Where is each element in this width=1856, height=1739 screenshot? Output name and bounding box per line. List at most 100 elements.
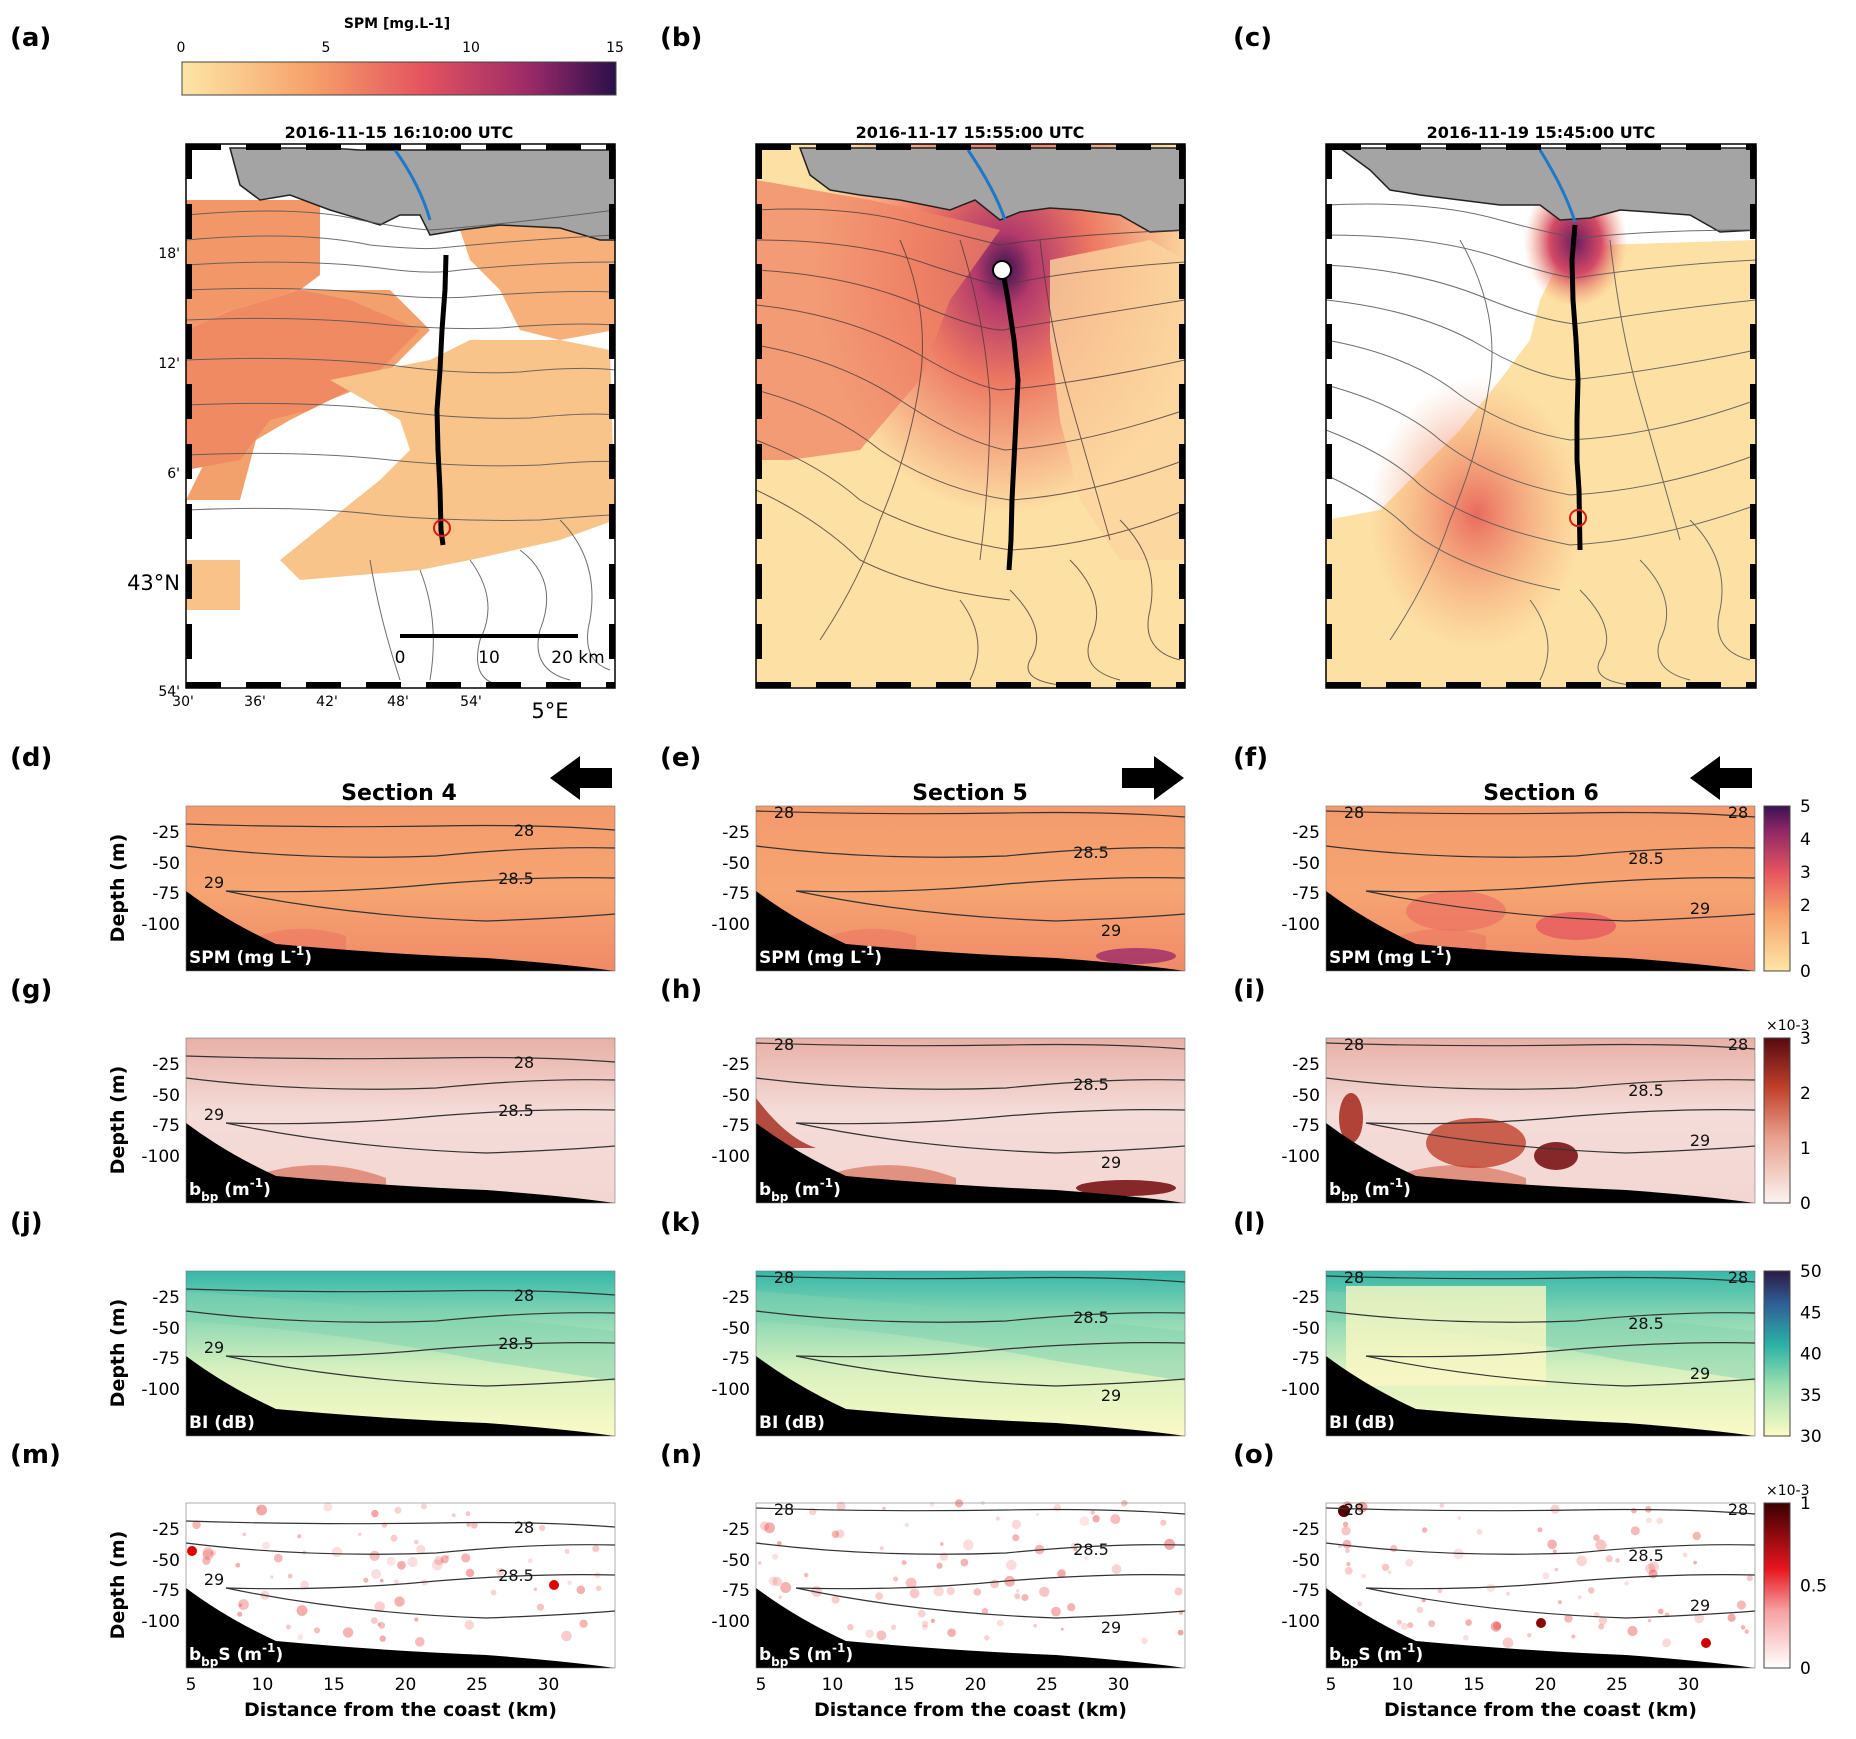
depth-tick: -100: [711, 915, 750, 935]
depth-tick: -50: [722, 854, 750, 874]
depth-axis-label: Depth (m): [107, 1066, 129, 1175]
depth-tick: -25: [722, 1520, 750, 1540]
x-tick: 10: [252, 1675, 274, 1695]
isopycnal-label: 29: [1690, 1131, 1710, 1150]
x-tick: 20: [965, 1675, 987, 1695]
depth-tick: -25: [1292, 1520, 1320, 1540]
depth-tick: -25: [152, 1055, 180, 1075]
isopycnals: [1325, 1507, 1756, 1619]
seafloor: [1326, 891, 1755, 971]
depth-tick: -100: [711, 1380, 750, 1400]
panel-label-a: (a): [10, 23, 51, 53]
isopycnal-label: 28.5: [1628, 849, 1664, 868]
spm-colorbar-tick: 0: [177, 40, 186, 56]
isopycnal-label: 29: [1101, 1618, 1121, 1637]
row-colorbar: [1763, 1502, 1791, 1669]
colorbar-exponent: ×10-3: [1766, 1483, 1810, 1499]
spm-colorbar-title: SPM [mg.L-1]: [344, 16, 450, 32]
colorbar-tick: 1: [1800, 929, 1811, 949]
isopycnals: [1325, 1042, 1756, 1154]
depth-tick: -50: [722, 1319, 750, 1339]
depth-tick: -100: [711, 1612, 750, 1632]
spm-colorbar-gradient: [181, 61, 617, 96]
variable-label: bbpS (m-1): [1329, 1641, 1423, 1669]
spm-colorbar: SPM [mg.L-1] 0 5 10 15: [177, 16, 624, 96]
row-colorbar: [1763, 1270, 1791, 1437]
lat-tick: 12': [158, 356, 180, 372]
colorbar-tick: 50: [1800, 1262, 1822, 1282]
isopycnal-label: 28.5: [498, 1566, 534, 1585]
depth-tick: -75: [152, 1349, 180, 1369]
row-colorbar: [1763, 805, 1791, 972]
colorbar-tick: 4: [1800, 830, 1811, 850]
panel-label: (o): [1233, 1440, 1275, 1470]
section-panel: bbp (m-1): [185, 1037, 616, 1204]
lat-tick: 18': [158, 246, 180, 262]
scale-bar-label: 0: [395, 648, 406, 668]
x-tick: 20: [395, 1675, 417, 1695]
scale-bar-label: 10: [478, 648, 500, 668]
section-panel: BI (dB): [755, 1270, 1186, 1437]
direction-arrow-right: [1122, 756, 1184, 800]
variable-label: SPM (mg L-1): [189, 944, 312, 968]
depth-tick: -100: [711, 1147, 750, 1167]
depth-tick: -75: [152, 1581, 180, 1601]
seafloor: [1326, 1123, 1755, 1203]
depth-tick: -50: [152, 854, 180, 874]
colorbar-tick: 0: [1800, 1194, 1811, 1214]
isopycnal-label: 29: [1690, 1364, 1710, 1383]
lon-tick: 30': [172, 694, 194, 710]
section-panel: BI (dB): [1325, 1270, 1756, 1437]
isopycnal-label: 28: [1728, 1035, 1748, 1054]
colorbar-tick: 0.5: [1800, 1577, 1827, 1597]
isopycnal-label: 29: [204, 1338, 224, 1357]
isopycnals: [755, 1042, 1186, 1154]
isopycnal-label: 28.5: [1628, 1546, 1664, 1565]
panel-label-c: (c): [1233, 23, 1272, 53]
section-panel: bbpS (m-1): [1325, 1501, 1756, 1669]
seafloor: [1326, 1356, 1755, 1436]
section-panel: bbpS (m-1): [755, 1499, 1186, 1669]
variable-label: BI (dB): [759, 1413, 825, 1433]
x-tick: 15: [323, 1675, 345, 1695]
panel-label: (n): [660, 1440, 702, 1470]
isopycnals: [185, 823, 616, 922]
depth-tick: -25: [722, 823, 750, 843]
isopycnal-label: 28.5: [1628, 1081, 1664, 1100]
isopycnal-label: 28: [514, 1286, 534, 1305]
isopycnal-label: 28: [774, 803, 794, 822]
panel-label: (i): [1233, 975, 1266, 1005]
isopycnal-label: 29: [1101, 921, 1121, 940]
x-axis-label: Distance from the coast (km): [244, 1699, 557, 1721]
panel-label: (f): [1233, 743, 1268, 773]
depth-tick: -75: [722, 1116, 750, 1136]
depth-tick: -100: [141, 915, 180, 935]
panel-label: (g): [10, 975, 52, 1005]
seafloor: [756, 1356, 1185, 1436]
isopycnal-label: 29: [204, 1105, 224, 1124]
depth-axis-label: Depth (m): [107, 834, 129, 943]
depth-tick: -50: [152, 1551, 180, 1571]
isopycnal-label: 28: [514, 1053, 534, 1072]
colorbar-tick: 1: [1800, 1139, 1811, 1159]
lat-tick: 54': [158, 684, 180, 700]
colorbar-tick: 5: [1800, 797, 1811, 817]
isopycnal-label: 28: [1344, 803, 1364, 822]
depth-tick: -100: [1281, 1147, 1320, 1167]
spm-colorbar-tick: 10: [462, 40, 480, 56]
depth-tick: -50: [722, 1086, 750, 1106]
isopycnal-label: 28: [774, 1268, 794, 1287]
isopycnal-label: 28: [774, 1500, 794, 1519]
variable-label: bbpS (m-1): [189, 1641, 283, 1669]
panel-label: (k): [660, 1208, 701, 1238]
lon-tick: 5°E: [531, 699, 568, 723]
direction-arrow-left: [550, 756, 612, 800]
depth-tick: -75: [152, 1116, 180, 1136]
depth-tick: -50: [722, 1551, 750, 1571]
depth-tick: -25: [722, 1288, 750, 1308]
colorbar-exponent: ×10-3: [1766, 1018, 1810, 1034]
x-tick: 5: [186, 1675, 197, 1695]
lon-tick: 48': [387, 694, 409, 710]
colorbar-tick: 2: [1800, 896, 1811, 916]
